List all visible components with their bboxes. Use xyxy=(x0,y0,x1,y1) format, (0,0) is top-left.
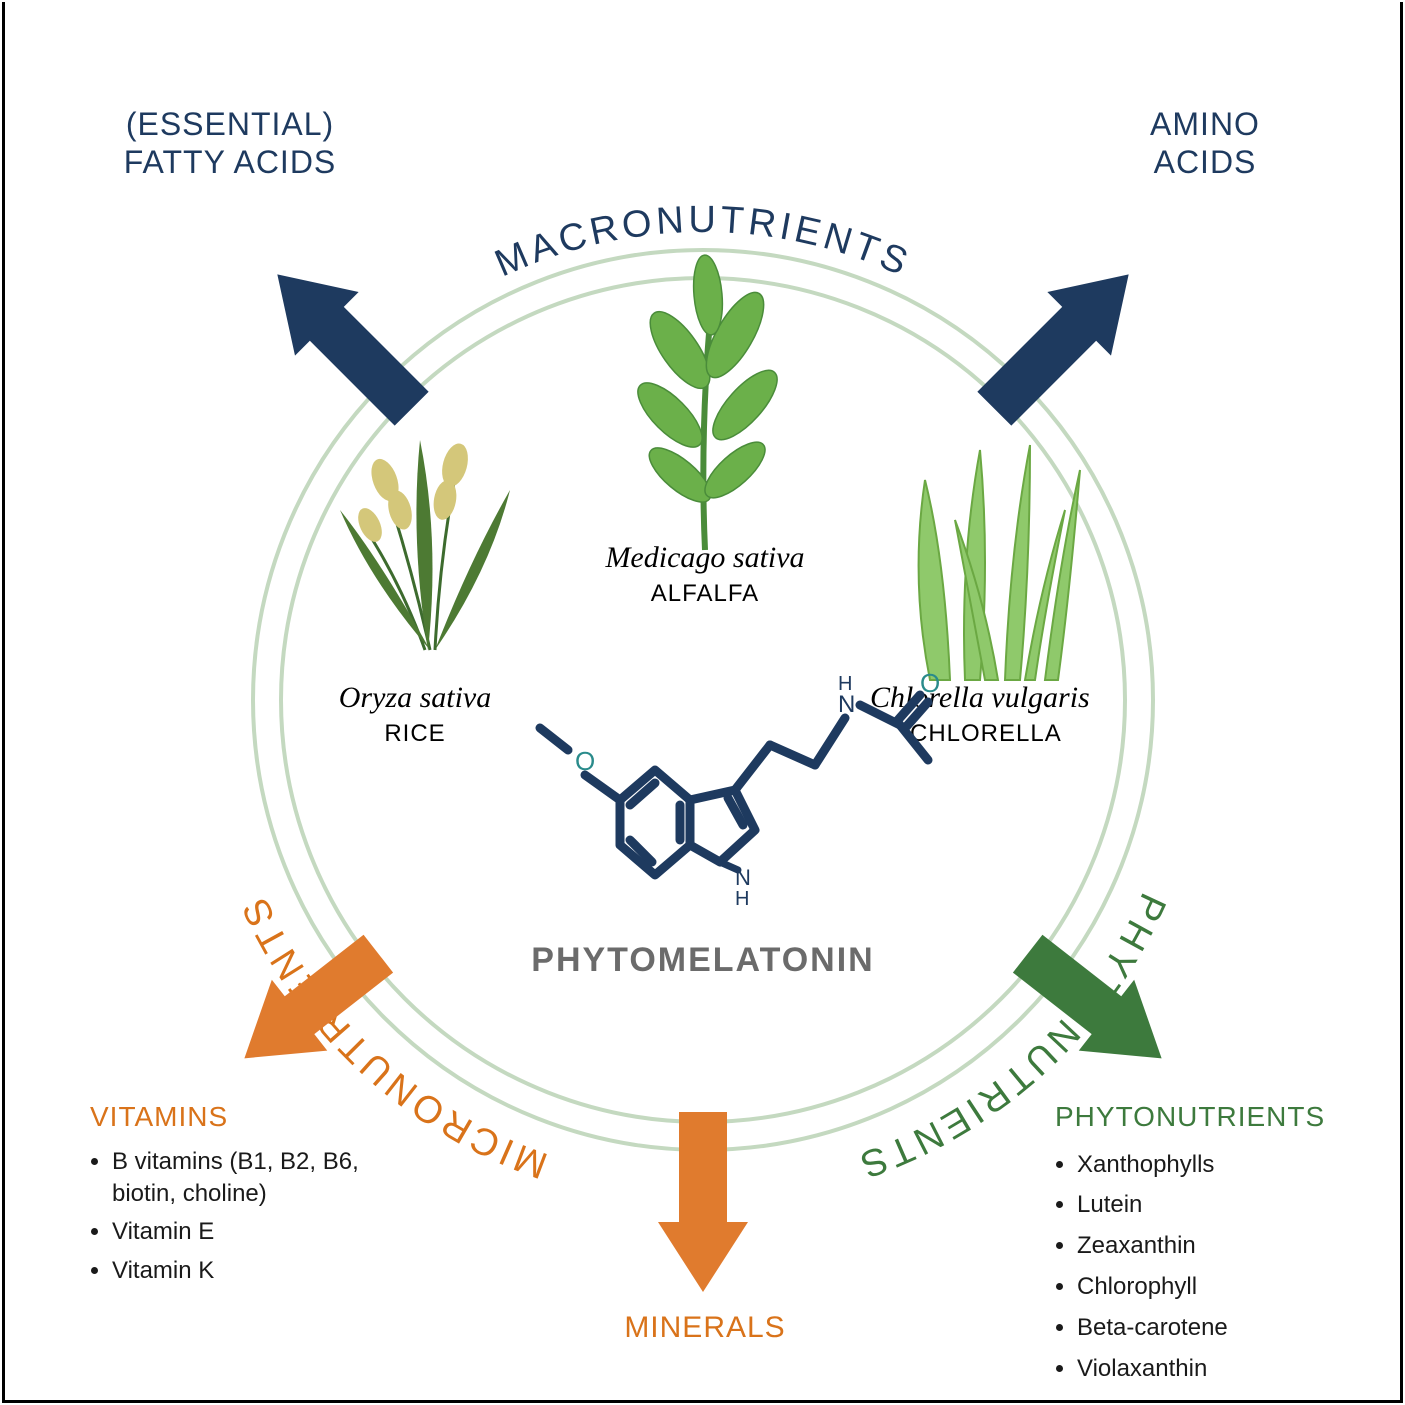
label-minerals: MINERALS xyxy=(590,1310,820,1346)
vitamins-list: B vitamins (B1, B2, B6, biotin, choline)… xyxy=(90,1146,380,1288)
phytonutrients-list-item: Chlorophyll xyxy=(1077,1270,1365,1305)
vitamins-list-item: Vitamin K xyxy=(112,1255,380,1287)
label-fatty-acids: (ESSENTIAL) FATTY ACIDS xyxy=(100,105,360,182)
phytonutrients-list: Xanthophylls Lutein Zeaxanthin Chlorophyll B… xyxy=(1055,1148,1365,1387)
plant-label-alfalfa: Medicago sativa ALFALFA xyxy=(560,540,850,609)
molecule-icon: N H O N H O xyxy=(480,600,940,930)
label-amino-acids: AMINO ACIDS xyxy=(1105,105,1305,182)
phytonutrients-list-item: Xanthophylls xyxy=(1077,1148,1365,1183)
latin-alfalfa: Medicago sativa xyxy=(560,540,850,576)
label-vitamins: VITAMINS B vitamins (B1, B2, B6, biotin,… xyxy=(90,1100,380,1293)
svg-text:O: O xyxy=(920,668,940,698)
vitamins-list-item: B vitamins (B1, B2, B6, biotin, choline) xyxy=(112,1146,380,1211)
phytonutrients-list-item: Lutein xyxy=(1077,1188,1365,1223)
svg-text:H: H xyxy=(735,888,749,910)
svg-text:H: H xyxy=(838,673,852,695)
vitamins-list-item: Vitamin E xyxy=(112,1216,380,1248)
plant-alfalfa-icon xyxy=(580,240,830,560)
phytonutrients-list-item: Zeaxanthin xyxy=(1077,1229,1365,1264)
phytonutrients-list-item: Violaxanthin xyxy=(1077,1352,1365,1387)
svg-text:O: O xyxy=(575,746,595,776)
center-title: PHYTOMELATONIN xyxy=(403,940,1003,981)
phytonutrients-list-item: Beta-carotene xyxy=(1077,1311,1365,1346)
label-phytonutrients: PHYTONUTRIENTS XanthophyllsLuteinZeaxant… xyxy=(1055,1100,1365,1392)
svg-text:N: N xyxy=(838,691,855,718)
